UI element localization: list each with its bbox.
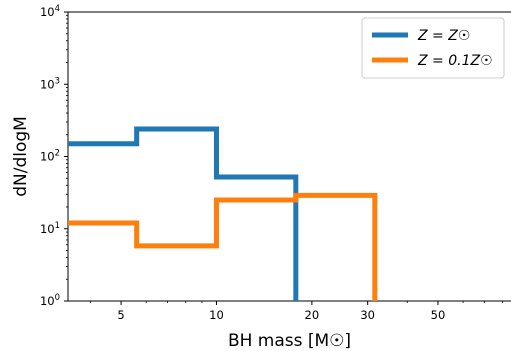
y-tick-label: 104: [40, 4, 60, 19]
x-tick-label: 30: [360, 308, 375, 322]
series-line-1: [68, 192, 378, 301]
legend-label-0: Z = Z☉: [417, 28, 470, 44]
y-tick-exponent: 0: [55, 293, 60, 303]
y-tick-base: 10: [40, 5, 55, 19]
legend-label-1: Z = 0.1Z☉: [417, 53, 493, 69]
y-tick-label: 102: [40, 149, 60, 164]
x-axis-label: BH mass [M☉]: [228, 331, 351, 351]
y-tick-exponent: 3: [55, 76, 60, 86]
series-line-0: [68, 126, 299, 301]
y-tick-base: 10: [40, 150, 55, 164]
y-tick-base: 10: [40, 77, 55, 91]
legend-box: [361, 17, 505, 79]
y-tick-base: 10: [40, 222, 55, 236]
axis-labels: BH mass [M☉] dN/dlogM: [11, 116, 351, 351]
y-tick-label: 100: [40, 293, 60, 308]
y-tick-exponent: 4: [55, 4, 60, 14]
y-tick-exponent: 2: [55, 149, 60, 159]
y-tick-base: 10: [40, 294, 55, 308]
y-tick-label: 101: [40, 221, 60, 236]
series-layer: [68, 126, 378, 301]
y-tick-exponent: 1: [55, 221, 60, 231]
x-tick-label: 10: [209, 308, 224, 322]
x-tick-label: 20: [305, 308, 320, 322]
x-tick-label: 5: [117, 308, 124, 322]
legend: Z = Z☉ Z = 0.1Z☉: [361, 17, 505, 79]
x-tick-label: 50: [431, 308, 446, 322]
y-axis-label: dN/dlogM: [11, 116, 31, 197]
y-tick-label: 103: [40, 76, 60, 91]
